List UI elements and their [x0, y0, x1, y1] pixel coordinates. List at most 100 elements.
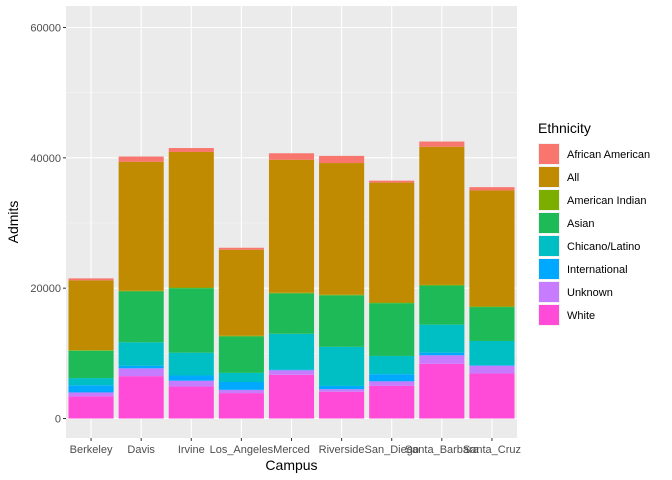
x-tick-label: Los_Angeles	[210, 444, 274, 456]
x-tick-label: San_Diego	[365, 444, 419, 456]
bar-segment	[469, 190, 515, 307]
bar-segment	[369, 180, 415, 183]
bar-segment	[218, 336, 264, 373]
bar-segment	[469, 306, 515, 308]
bar-segment	[369, 182, 415, 303]
bar-segment	[168, 287, 214, 289]
y-tick-label: 60000	[30, 23, 61, 35]
bar-segment	[268, 293, 315, 334]
bar-segment	[268, 369, 315, 371]
bar-segment	[168, 380, 214, 387]
bar-segment	[118, 365, 164, 369]
bar-segment	[268, 374, 315, 419]
y-tick-label: 40000	[30, 153, 61, 165]
legend: Ethnicity African American All American In…	[538, 120, 650, 326]
bar-segment	[168, 288, 214, 353]
bar-segment	[168, 375, 214, 381]
bar-segment	[319, 346, 365, 386]
bar-segment	[218, 249, 264, 336]
legend-swatch	[539, 167, 559, 187]
legend-label: All	[567, 172, 579, 184]
bar-segment	[118, 161, 164, 291]
bar-segment	[68, 385, 114, 393]
bar-segment	[168, 352, 214, 376]
bar-segment	[68, 396, 114, 419]
bar-segment	[268, 159, 315, 293]
bar-segment	[68, 350, 114, 351]
bar-segment	[118, 291, 164, 343]
bar-segment	[369, 374, 415, 382]
bar-segment	[68, 378, 114, 386]
bar-segment	[369, 381, 415, 386]
bar-segment	[118, 156, 164, 162]
legend-swatch	[539, 259, 559, 279]
legend-label: International	[567, 264, 628, 276]
bar-segment	[218, 382, 264, 390]
legend-label: Unknown	[567, 287, 613, 299]
legend-label: American Indian	[567, 195, 647, 207]
legend-swatch	[539, 282, 559, 302]
bar-segment	[218, 247, 264, 250]
legend-swatch	[539, 305, 559, 325]
bar-segment	[268, 292, 315, 294]
y-tick-label: 20000	[30, 283, 61, 295]
bar-segment	[319, 163, 365, 295]
bar-segment	[118, 342, 164, 366]
x-tick-label: Irvine	[178, 444, 205, 456]
bar-segment	[419, 285, 465, 325]
bar-segment	[319, 295, 365, 347]
bar-segment	[118, 368, 164, 377]
bar-segment	[168, 151, 214, 288]
bar-segment	[469, 365, 515, 366]
bar-segment	[369, 302, 415, 304]
bar-segment	[168, 386, 214, 419]
y-tick-label: 0	[55, 414, 61, 426]
bar-segment	[419, 324, 465, 353]
x-axis: Berkeley Davis Irvine Los_Angeles Merced Rive…	[70, 438, 521, 456]
y-axis-title: Admits	[5, 201, 21, 244]
y-axis: 0 20000 40000 60000	[30, 23, 66, 426]
bar-segment	[68, 280, 114, 351]
bar-segment	[369, 385, 415, 419]
bar-segment	[369, 303, 415, 356]
bar-segment	[268, 153, 315, 160]
bar-segment	[68, 278, 114, 281]
x-tick-label: Davis	[127, 444, 155, 456]
legend-swatch	[539, 213, 559, 233]
bar-segment	[118, 290, 164, 292]
x-tick-label: Riverside	[319, 444, 365, 456]
bar-segment	[469, 340, 515, 366]
bars	[68, 141, 515, 419]
bar-segment	[218, 393, 264, 419]
x-tick-label: Berkeley	[70, 444, 113, 456]
x-tick-label: Santa_Barbara	[405, 444, 480, 456]
bar-segment	[369, 355, 415, 375]
bar-segment	[218, 389, 264, 394]
bar-segment	[218, 372, 264, 383]
legend-swatch	[539, 144, 559, 164]
bar-segment	[268, 333, 315, 370]
bar-segment	[469, 373, 515, 419]
bar-segment	[469, 307, 515, 341]
bar-segment	[319, 155, 365, 164]
bar-segment	[319, 389, 365, 392]
bar-segment	[118, 376, 164, 419]
bar-segment	[419, 284, 465, 286]
legend-label: Chicano/Latino	[567, 241, 640, 253]
bar-segment	[419, 355, 465, 364]
legend-swatch	[539, 190, 559, 210]
legend-title: Ethnicity	[538, 120, 591, 136]
bar-segment	[168, 148, 214, 152]
bar-segment	[419, 363, 465, 419]
x-tick-label: Merced	[273, 444, 310, 456]
bar-segment	[319, 385, 365, 390]
bar-segment	[218, 335, 264, 337]
x-tick-label: Santa_Cruz	[463, 444, 521, 456]
legend-swatch	[539, 236, 559, 256]
bar-segment	[319, 391, 365, 419]
bar-segment	[469, 365, 515, 374]
bar-segment	[419, 146, 465, 285]
bar-segment	[68, 392, 114, 397]
bar-segment	[268, 370, 315, 375]
